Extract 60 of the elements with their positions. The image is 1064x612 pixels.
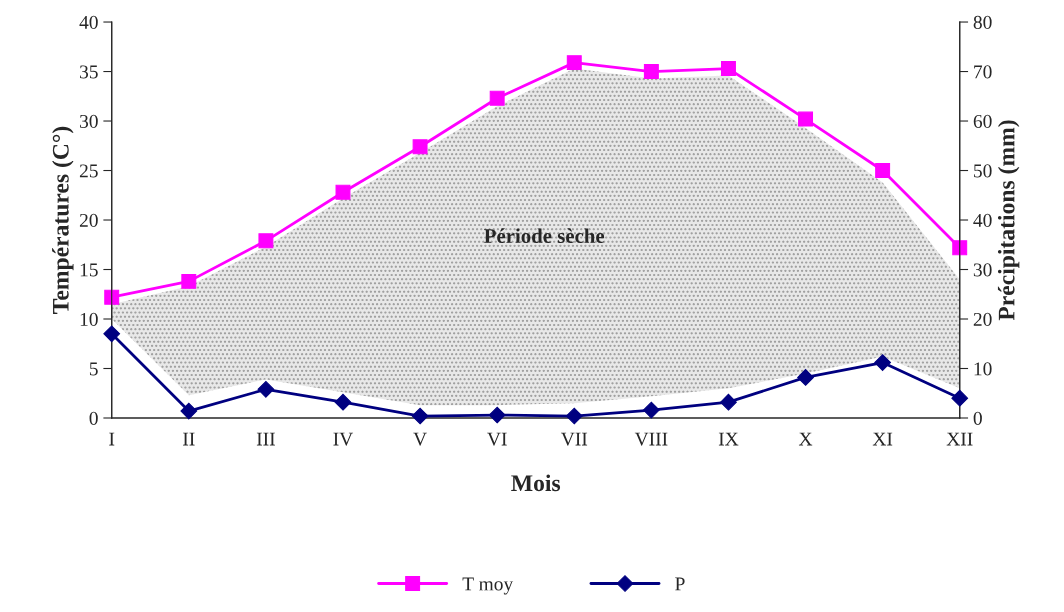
x-tick-label: II	[183, 432, 195, 446]
y-tick-label: 5	[89, 362, 98, 376]
y2-tick-label: 40	[973, 213, 992, 227]
point	[951, 389, 969, 407]
point	[180, 402, 198, 420]
point	[411, 407, 429, 425]
point	[334, 393, 352, 411]
y2-axis-title: Précipitations (mm)	[997, 120, 1020, 321]
legend-label: T moy	[462, 577, 514, 595]
y-tick-label: 40	[79, 15, 98, 29]
y-tick-label: 35	[80, 65, 98, 79]
y2-tick-label: 20	[973, 312, 992, 326]
legend-label: P	[675, 577, 685, 591]
point	[103, 325, 121, 343]
point	[643, 64, 659, 79]
point	[566, 55, 582, 71]
y2-tick-label: 60	[973, 114, 992, 128]
x-tick-label: X	[798, 432, 813, 446]
y-tick-label: 20	[79, 213, 98, 227]
y-tick-label: 0	[89, 411, 98, 425]
point	[874, 354, 892, 371]
y2-tick-label: 80	[973, 15, 992, 29]
point	[797, 369, 814, 386]
point	[489, 90, 505, 106]
x-tick-label: XII	[946, 432, 973, 446]
x-tick-label: III	[256, 432, 275, 446]
x-tick-label: VIII	[634, 432, 668, 446]
y2-tick-label: 0	[973, 411, 982, 425]
point	[798, 111, 814, 127]
x-tick-label: I	[109, 432, 115, 446]
x-tick-label: XI	[872, 432, 893, 446]
point	[258, 233, 274, 249]
x-axis-title: Mois	[511, 474, 561, 492]
point	[720, 393, 737, 411]
point	[257, 380, 275, 398]
x-tick-label: VII	[560, 432, 588, 446]
x-tick-label: V	[413, 432, 427, 446]
x-tick-label: IX	[718, 432, 739, 446]
y-tick-label: 15	[80, 263, 98, 277]
x-tick-label: IV	[333, 432, 354, 446]
point	[875, 163, 891, 178]
point	[488, 406, 506, 424]
y-axis-title: Températures (C°)	[52, 126, 74, 314]
y2-tick-label: 70	[974, 65, 992, 79]
point	[952, 240, 968, 256]
point	[181, 273, 197, 289]
y2-tick-label: 10	[974, 362, 992, 376]
y-tick-label: 30	[80, 114, 98, 128]
y2-tick-label: 30	[973, 263, 992, 277]
point	[642, 401, 660, 419]
point	[412, 139, 428, 155]
annotation: Période sèche	[484, 228, 605, 244]
x-tick-label: VI	[487, 432, 507, 446]
point	[335, 184, 351, 200]
point	[104, 289, 120, 305]
point	[565, 407, 583, 425]
y-tick-label: 10	[80, 312, 98, 326]
y-tick-label: 25	[79, 164, 98, 178]
point	[720, 61, 736, 77]
y2-tick-label: 50	[974, 164, 992, 178]
